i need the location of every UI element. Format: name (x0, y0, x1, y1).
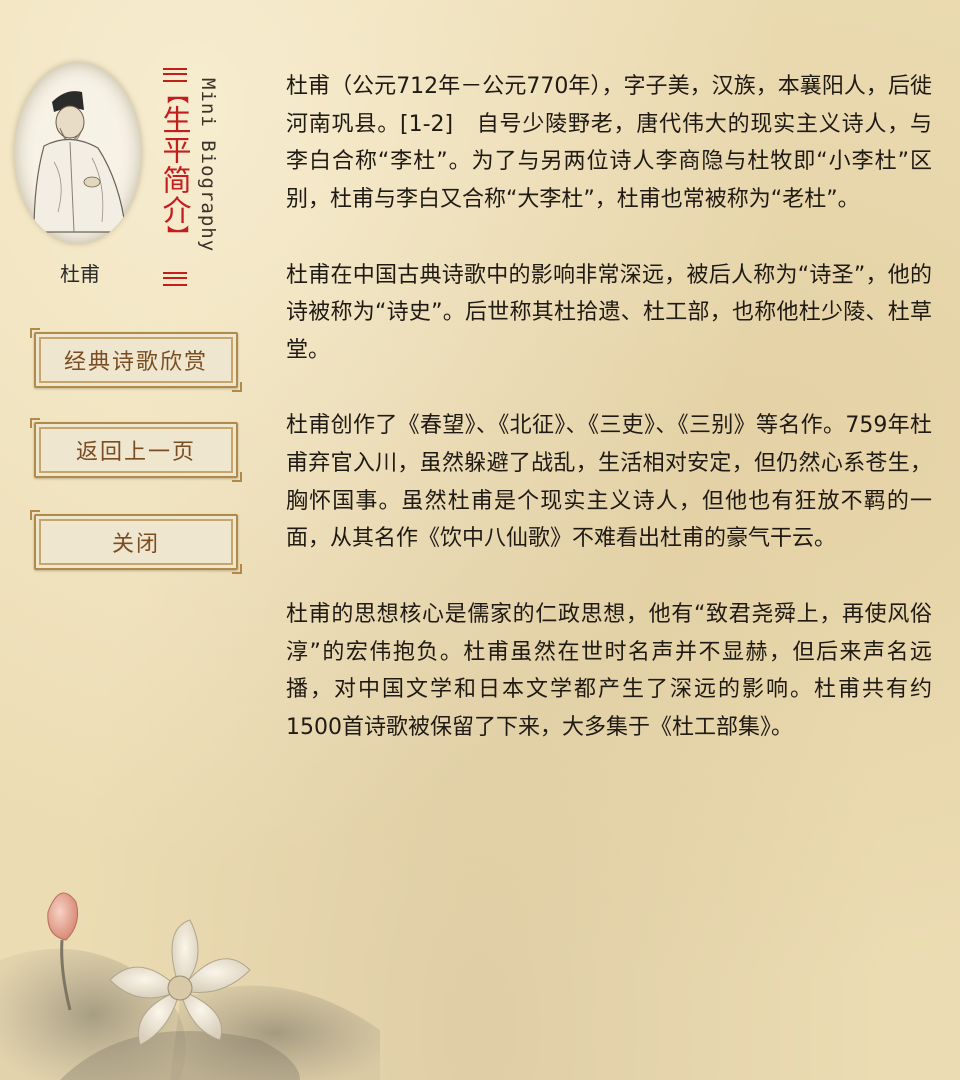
section-subtitle: Mini Biography (197, 78, 219, 253)
close-button[interactable]: 关闭 (30, 510, 242, 574)
bio-paragraph-3: 杜甫创作了《春望》、《北征》、《三吏》、《三别》等名作。759年杜甫弃官入川，虽… (286, 413, 932, 552)
bio-paragraph-4: 杜甫的思想核心是儒家的仁政思想，他有“致君尧舜上，再使风俗淳”的宏伟抱负。杜甫虽… (286, 601, 932, 740)
section-heading: 【生平简介】 (158, 68, 192, 288)
open-bracket: 【 (163, 82, 188, 105)
bio-paragraph-2: 杜甫在中国古典诗歌中的影响非常深远，被后人称为“诗圣”，他的诗被称为“诗史”。后… (286, 262, 932, 363)
section-title: 【生平简介】 (158, 82, 192, 248)
portrait-caption: 杜甫 (60, 262, 100, 286)
biography-text: 杜甫（公元712年－公元770年），字子美，汉族，本襄阳人，后徙河南巩县。[1-… (286, 68, 932, 784)
classic-poems-button[interactable]: 经典诗歌欣赏 (30, 328, 242, 392)
close-bracket: 】 (163, 225, 188, 248)
lotus-painting-icon (0, 892, 380, 1080)
back-button[interactable]: 返回上一页 (30, 418, 242, 482)
poet-portrait (14, 62, 142, 244)
bio-paragraph-1: 杜甫（公元712年－公元770年），字子美，汉族，本襄阳人，后徙河南巩县。[1-… (286, 74, 933, 213)
heading-ornament-top (163, 68, 187, 82)
heading-ornament-bottom (163, 272, 187, 286)
poet-portrait-icon (33, 91, 127, 233)
section-title-text: 生平简介 (158, 105, 192, 225)
